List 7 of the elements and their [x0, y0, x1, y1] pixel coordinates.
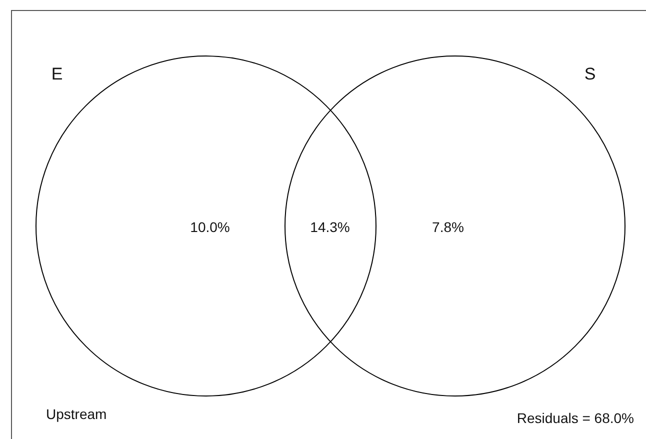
- data-label: 7.8%: [432, 218, 464, 235]
- data-label: 10.0%: [190, 218, 230, 235]
- category-label: E: [51, 64, 63, 84]
- text: Upstream: [46, 406, 107, 422]
- text: Residuals = 68.0%: [516, 410, 634, 426]
- data-label: 14.3%: [310, 218, 350, 235]
- category-label: S: [584, 64, 596, 84]
